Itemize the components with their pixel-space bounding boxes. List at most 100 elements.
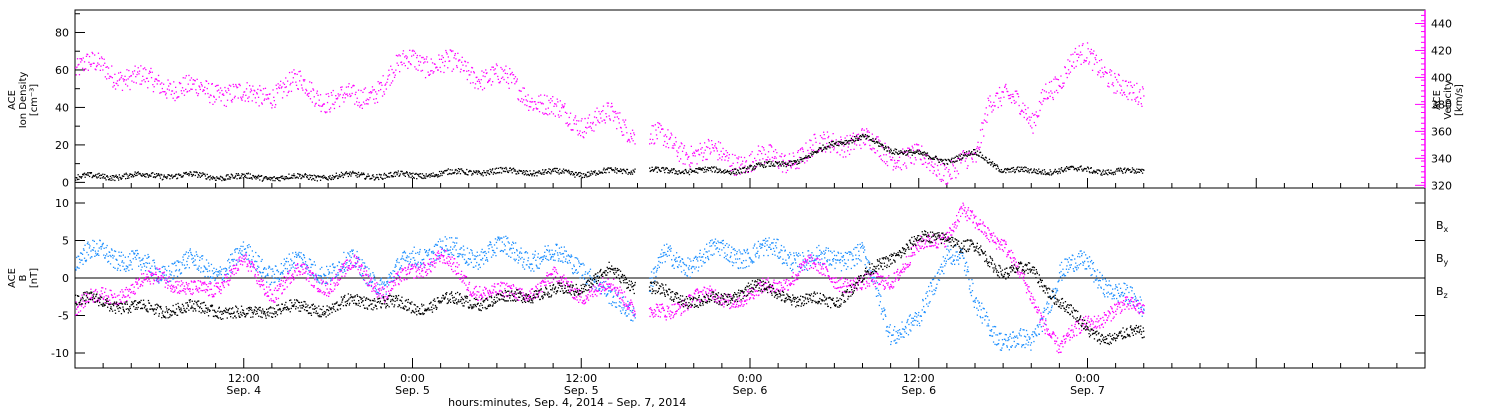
density-point — [887, 146, 889, 148]
by-point — [533, 256, 535, 258]
by-point — [313, 275, 315, 277]
by-point — [255, 270, 257, 272]
by-point — [773, 238, 775, 240]
velocity-point — [1102, 75, 1104, 78]
velocity-point — [1049, 95, 1051, 97]
velocity-point — [957, 173, 960, 175]
velocity-point — [92, 62, 94, 64]
velocity-point — [1072, 61, 1075, 63]
velocity-point — [740, 156, 742, 158]
velocity-point — [1143, 95, 1145, 97]
density-point — [955, 155, 958, 157]
by-point — [434, 259, 436, 261]
by-point — [753, 261, 755, 263]
density-point — [1135, 171, 1137, 173]
density-point — [585, 173, 587, 175]
density-point — [375, 177, 377, 179]
velocity-point — [880, 158, 882, 160]
density-point — [523, 174, 525, 176]
velocity-point — [519, 90, 521, 92]
velocity-point — [1021, 109, 1023, 111]
density-point — [394, 175, 396, 177]
by-point — [762, 244, 764, 246]
velocity-point — [132, 71, 134, 73]
by-point — [516, 250, 518, 252]
density-point — [185, 171, 187, 174]
velocity-point — [1132, 92, 1134, 94]
velocity-point — [328, 95, 330, 98]
velocity-point — [947, 182, 949, 184]
density-point — [772, 165, 774, 167]
density-point — [192, 173, 194, 176]
velocity-point — [761, 146, 763, 148]
by-point — [89, 257, 92, 259]
density-point — [717, 171, 720, 173]
velocity-point — [356, 101, 358, 103]
velocity-point — [1003, 96, 1005, 98]
velocity-point — [287, 80, 289, 82]
by-point — [252, 266, 254, 268]
by-point — [88, 247, 91, 249]
by-point — [746, 250, 748, 252]
velocity-point — [105, 66, 107, 68]
velocity-point — [891, 159, 893, 161]
density-point — [910, 149, 912, 151]
by-point — [785, 259, 787, 261]
density-point — [123, 173, 125, 175]
density-point — [599, 172, 601, 174]
velocity-point — [876, 150, 879, 152]
by-point — [724, 244, 726, 247]
velocity-point — [787, 164, 789, 166]
velocity-point — [612, 110, 614, 112]
density-point — [805, 155, 807, 157]
by-point — [399, 268, 401, 270]
density-point — [508, 170, 510, 172]
velocity-point — [476, 80, 479, 82]
density-point — [570, 173, 572, 175]
by-point — [198, 265, 200, 267]
by-point — [406, 257, 408, 259]
density-point — [380, 176, 382, 178]
density-point — [738, 172, 741, 174]
density-point — [549, 168, 551, 171]
velocity-point — [417, 69, 419, 71]
density-point — [878, 145, 880, 147]
by-point — [514, 260, 516, 262]
velocity-point — [495, 72, 497, 75]
by-point — [788, 257, 790, 259]
density-point — [341, 174, 343, 177]
velocity-point — [670, 132, 672, 134]
by-point — [616, 295, 619, 297]
velocity-point — [304, 92, 306, 94]
density-point — [800, 159, 803, 161]
density-point — [331, 177, 333, 179]
by-point — [653, 272, 655, 274]
velocity-point — [118, 72, 120, 74]
velocity-point — [142, 75, 144, 77]
velocity-point — [991, 111, 993, 113]
by-point — [780, 249, 782, 251]
density-point — [456, 170, 458, 172]
velocity-point — [657, 126, 660, 129]
velocity-point — [699, 142, 701, 145]
velocity-point — [206, 80, 208, 82]
velocity-point — [964, 160, 966, 162]
density-point — [878, 142, 880, 144]
velocity-point — [1055, 78, 1057, 80]
by-point — [656, 269, 658, 271]
by-point — [528, 266, 530, 268]
density-point — [477, 170, 479, 172]
density-point — [828, 145, 830, 147]
density-point — [700, 169, 702, 171]
velocity-point — [447, 56, 449, 58]
by-point — [721, 249, 723, 251]
density-point — [649, 167, 651, 169]
by-point — [269, 283, 272, 285]
density-point — [365, 177, 367, 179]
density-point — [966, 155, 968, 158]
density-point — [438, 175, 440, 178]
velocity-point — [316, 90, 318, 92]
density-point — [935, 155, 937, 158]
density-point — [661, 167, 663, 169]
by-point — [802, 259, 804, 261]
